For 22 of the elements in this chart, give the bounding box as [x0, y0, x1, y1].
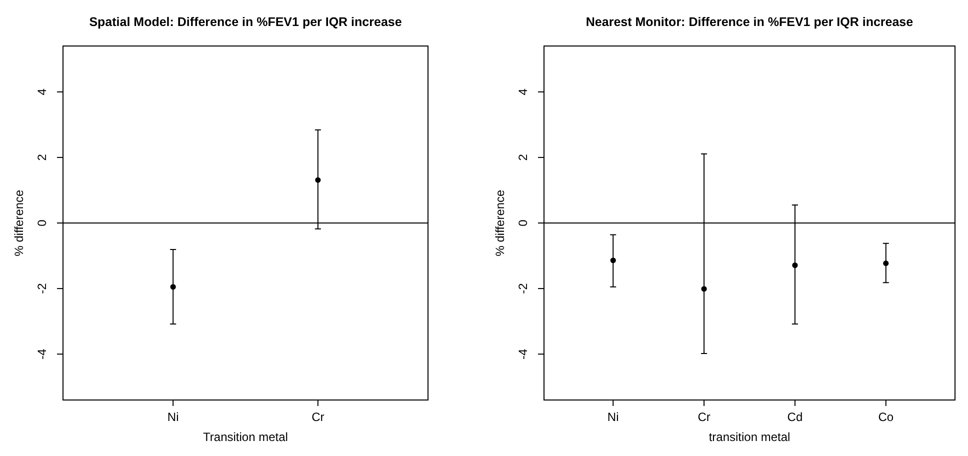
- y-tick-label: -4: [516, 348, 530, 360]
- x-tick-label: Co: [878, 410, 894, 424]
- x-axis-title: transition metal: [708, 430, 790, 444]
- chart-title: Spatial Model: Difference in %FEV1 per IQR increase: [89, 15, 402, 29]
- y-tick-label: 2: [35, 154, 49, 161]
- y-tick-label: -4: [35, 348, 49, 360]
- y-axis-title: % difference: [493, 189, 507, 256]
- x-tick-label: Ni: [167, 410, 179, 424]
- y-axis-title: % difference: [12, 189, 26, 256]
- chart-title: Nearest Monitor: Difference in %FEV1 per IQR increase: [586, 15, 914, 29]
- x-tick-label: Ni: [607, 410, 619, 424]
- x-tick-label: Cd: [787, 410, 803, 424]
- y-tick-label: -2: [35, 282, 49, 294]
- x-axis-title: Transition metal: [203, 430, 288, 444]
- y-tick-label: 4: [516, 88, 530, 96]
- y-tick-label: 2: [516, 154, 530, 161]
- x-tick-label: Cr: [312, 410, 324, 424]
- y-tick-label: 0: [35, 219, 49, 226]
- x-tick-label: Cr: [698, 410, 710, 424]
- y-tick-label: 4: [35, 88, 49, 96]
- y-tick-label: 0: [516, 219, 530, 226]
- y-tick-label: -2: [516, 282, 530, 294]
